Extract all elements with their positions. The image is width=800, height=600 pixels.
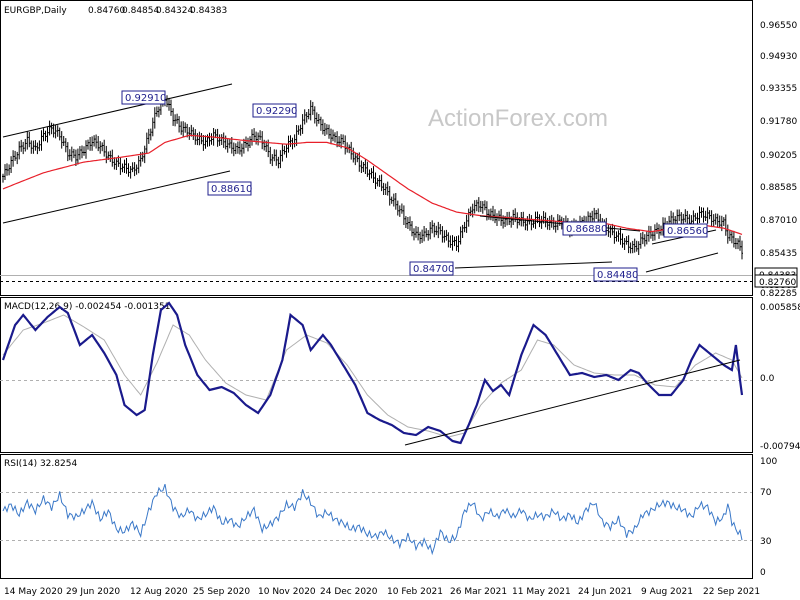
x-tick-label: 25 Sep 2020 [193, 587, 250, 597]
x-tick-label: 22 Sep 2021 [703, 587, 760, 597]
macd-panel-title: MACD(12,26,9) -0.002454 -0.001351 [4, 302, 170, 312]
macd-y-axis: 0.005858 0.0 -0.007945 [760, 303, 800, 452]
x-tick-label: 29 Jun 2020 [66, 587, 120, 597]
x-tick-label: 10 Nov 2020 [258, 587, 316, 597]
ohlc-low: 0.84324 [156, 6, 193, 16]
x-tick-label: 14 May 2020 [4, 587, 63, 597]
channel-lower-line [2, 170, 231, 224]
annotation-box [663, 223, 708, 238]
price-bars [2, 92, 743, 260]
moving-average [2, 134, 743, 235]
rsi-line [2, 483, 743, 556]
macd-main-line [1, 301, 744, 445]
rsi-tick-label: 0 [760, 568, 766, 578]
x-axis: 14 May 2020 29 Jun 2020 12 Aug 2020 25 S… [4, 587, 760, 597]
macd-signal-line [2, 314, 743, 438]
moving-average-line [2, 134, 743, 235]
ohlc-high: 0.84854 [122, 6, 159, 16]
macd-lines [1, 301, 744, 445]
x-tick-label: 9 Aug 2021 [641, 587, 693, 597]
ohlc-close: 0.84383 [190, 6, 227, 16]
rsi-series-line [2, 483, 743, 556]
wedge-lower-line [645, 252, 719, 273]
watermark: ActionForex.com [428, 105, 608, 132]
price-tick-label: 0.94930 [760, 52, 797, 62]
annotation-label: 0.86880 [566, 224, 607, 235]
triangle-upper-line [479, 215, 641, 232]
annotation-box [562, 221, 607, 236]
macd-tick-label: 0.005858 [760, 303, 800, 313]
annotation-box [121, 90, 166, 105]
triangle-lower-line [454, 261, 613, 269]
annotation-label: 0.88610 [211, 184, 252, 195]
price-tick-label: 0.96550 [760, 21, 797, 31]
annotation-box [252, 103, 297, 118]
macd-tick-label: -0.007945 [760, 442, 800, 452]
ohlc-open: 0.84760 [88, 6, 125, 16]
x-tick-label: 26 Mar 2021 [450, 587, 507, 597]
price-tick-label: 0.85435 [760, 249, 797, 259]
price-tick-label: 0.88585 [760, 183, 797, 193]
rsi-panel-frame [0, 454, 753, 579]
price-tick-label: 0.93355 [760, 84, 797, 94]
price-tick-label: 0.90205 [760, 151, 797, 161]
annotation-box [207, 181, 252, 196]
macd-trend-line [404, 359, 741, 446]
channel-upper-line [2, 83, 233, 138]
price-tick-label: 0.82285 [760, 289, 797, 299]
price-annotations: 0.92910 0.92290 0.88610 0.84700 0.86880 … [121, 90, 708, 282]
annotation-label: 0.92910 [125, 93, 166, 104]
annotation-box [409, 261, 454, 276]
annotation-label: 0.86560 [667, 226, 708, 237]
x-tick-label: 12 Aug 2020 [130, 587, 188, 597]
macd-tick-label: 0.0 [760, 374, 775, 384]
price-panel-frame [0, 0, 753, 296]
rsi-tick-label: 70 [760, 488, 772, 498]
rsi-y-axis: 100 70 30 0 [760, 457, 777, 578]
rsi-panel-title: RSI(14) 32.8254 [4, 459, 77, 469]
rsi-tick-label: 30 [760, 537, 772, 547]
x-tick-label: 10 Feb 2021 [387, 587, 443, 597]
price-tick-label: 0.91780 [760, 117, 797, 127]
macd-panel-frame [0, 297, 753, 453]
annotation-box [593, 267, 638, 282]
rsi-tick-label: 100 [760, 457, 777, 467]
annotation-label: 0.92290 [256, 106, 297, 117]
annotation-label: 0.84480 [597, 270, 638, 281]
annotation-label: 0.84700 [413, 264, 454, 275]
price-panel-title: EURGBP,Daily [4, 6, 67, 16]
x-tick-label: 24 Jun 2021 [578, 587, 632, 597]
support-level-box [754, 274, 798, 288]
x-tick-label: 11 May 2021 [512, 587, 571, 597]
support-level-label: 0.82760 [759, 278, 796, 288]
price-tick-label: 0.87010 [760, 216, 797, 226]
x-tick-label: 24 Dec 2020 [320, 587, 378, 597]
